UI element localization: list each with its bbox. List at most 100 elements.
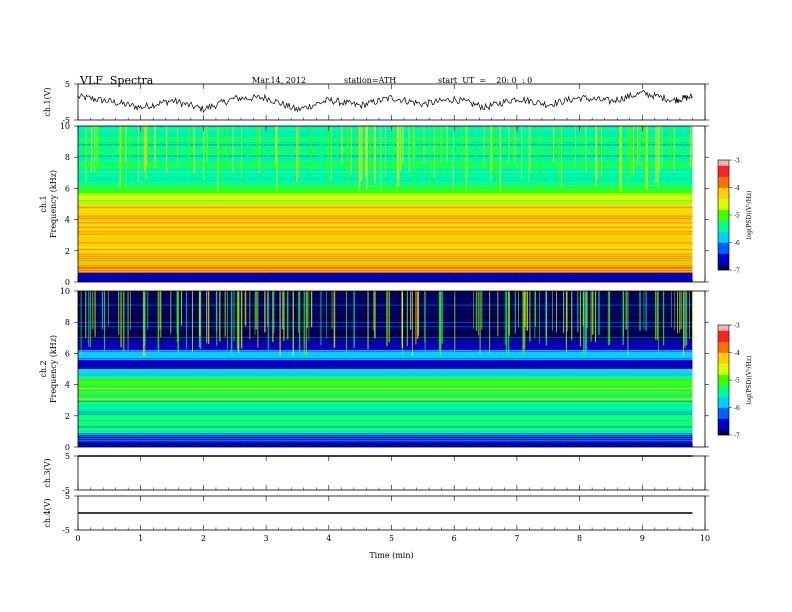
spectrogram-band-texture (78, 409, 693, 411)
spectrogram-streak (353, 291, 355, 348)
spectrogram-streak (566, 291, 568, 332)
spectrogram-band-texture (78, 346, 693, 348)
spectrogram-streak (607, 291, 609, 346)
spectrogram-streak (449, 126, 451, 179)
spectrogram-streak (429, 126, 431, 186)
spectrogram-band-texture (78, 441, 693, 443)
spectrogram-band-texture (78, 222, 693, 224)
colorbar-segment (718, 369, 729, 373)
spectrogram-band-texture (78, 332, 693, 334)
spectrogram-band-texture (78, 229, 693, 231)
spectrogram-streak (528, 126, 530, 183)
spectrogram-streak (627, 126, 629, 172)
spectrogram-streak (331, 291, 333, 329)
spectrogram-streak (662, 291, 665, 346)
y-tick-label: -5 (62, 116, 70, 125)
spectrogram-streak (93, 126, 96, 174)
colorbar-segment (718, 209, 729, 213)
spectrogram-band-texture (78, 339, 693, 341)
colorbar-tick-label: -6 (734, 240, 740, 247)
station-label: station=ATH (344, 76, 397, 85)
spectrogram-streak (320, 291, 322, 346)
colorbar-segment (718, 366, 729, 370)
spectrogram-streak (322, 126, 324, 170)
spectrogram-streak (273, 291, 275, 334)
x-tick-label: 8 (577, 534, 582, 543)
colorbar-segment (718, 341, 729, 345)
spectrogram-streak (514, 126, 516, 163)
spectrogram-band-texture (78, 295, 693, 297)
colorbar-segment (718, 234, 729, 238)
spectrogram-streak (673, 126, 675, 170)
colorbar-segment (718, 256, 729, 260)
spectrogram-band-texture (78, 413, 693, 415)
spectrogram-band-texture (78, 319, 693, 321)
spectrogram-streak (657, 126, 659, 187)
spectrogram-streak (206, 291, 207, 343)
spectrogram-streak (411, 291, 413, 356)
spectrogram-streak (92, 291, 94, 330)
colorbar-segment (718, 212, 729, 216)
spectrogram-band-texture (78, 240, 693, 242)
spectrogram-band-texture (78, 293, 693, 295)
ch1-spectrogram (77, 125, 706, 283)
spectrogram-streak (657, 291, 659, 340)
spectrogram-streak (683, 291, 685, 347)
spectrogram-band-texture (78, 390, 693, 392)
colorbar-tick-label: -4 (734, 350, 740, 357)
spectrogram-band-texture (78, 326, 693, 328)
spectrogram-streak (396, 126, 398, 191)
colorbar-segment (718, 336, 729, 340)
y-tick-label: -5 (62, 486, 70, 495)
spectrogram-streak (341, 126, 343, 164)
spectrogram-streak (561, 126, 563, 190)
colorbar-segment (718, 402, 729, 406)
spectrogram-streak (219, 291, 221, 342)
spectrogram-streak (259, 126, 261, 174)
y-tick-label: 8 (65, 318, 70, 327)
spectrogram-streak (594, 291, 597, 343)
spectrogram-streak (118, 291, 120, 335)
colorbar-segment (718, 410, 729, 414)
spectrogram-band-texture (78, 188, 693, 190)
spectrogram-streak (436, 126, 438, 168)
spectrogram-band-texture (78, 211, 693, 213)
spectrogram-band-texture (78, 251, 693, 253)
spectrogram-streak (586, 291, 588, 329)
colorbar-segment (718, 242, 729, 246)
spectrogram-streak (585, 126, 587, 173)
colorbar-segment (718, 426, 729, 430)
spectrogram-band-texture (78, 249, 693, 251)
spectrogram-streak (308, 291, 310, 341)
spectrogram-streak (596, 126, 598, 179)
spectrogram-streak (604, 126, 605, 186)
spectrogram-band-texture (78, 348, 693, 350)
spectrogram-streak (504, 291, 506, 345)
spectrogram-streak (446, 126, 448, 163)
y-tick-label: 10 (60, 122, 70, 131)
spectrogram-streak (491, 126, 494, 178)
spectrogram-streak (180, 291, 183, 326)
colorbar-segment (718, 349, 729, 353)
colorbar-segment (718, 424, 729, 428)
spectrogram-band-texture (78, 179, 693, 181)
spectrogram-streak (216, 291, 218, 346)
spectrogram-streak (563, 291, 565, 334)
spectrogram-streak (637, 126, 638, 167)
spectrogram-band-texture (78, 220, 693, 222)
spectrogram-band-texture (78, 181, 693, 183)
spectrogram-band-texture (78, 242, 693, 244)
spectrogram-band-texture (78, 202, 693, 204)
spectrogram-band-texture (78, 439, 693, 441)
spectrogram-band-texture (78, 328, 693, 330)
spectrogram-streak (441, 126, 443, 175)
spectrogram-band-texture (78, 324, 693, 326)
spectrogram-band-texture (78, 405, 693, 406)
spectrogram-band-texture (78, 304, 693, 306)
y-axis-label: ch.1 (39, 195, 48, 212)
colorbar-segment (718, 380, 729, 384)
spectrogram-streak (416, 291, 419, 339)
colorbar-segment (718, 413, 729, 417)
colorbar-segment (718, 259, 729, 263)
spectrogram-streak (236, 291, 239, 350)
